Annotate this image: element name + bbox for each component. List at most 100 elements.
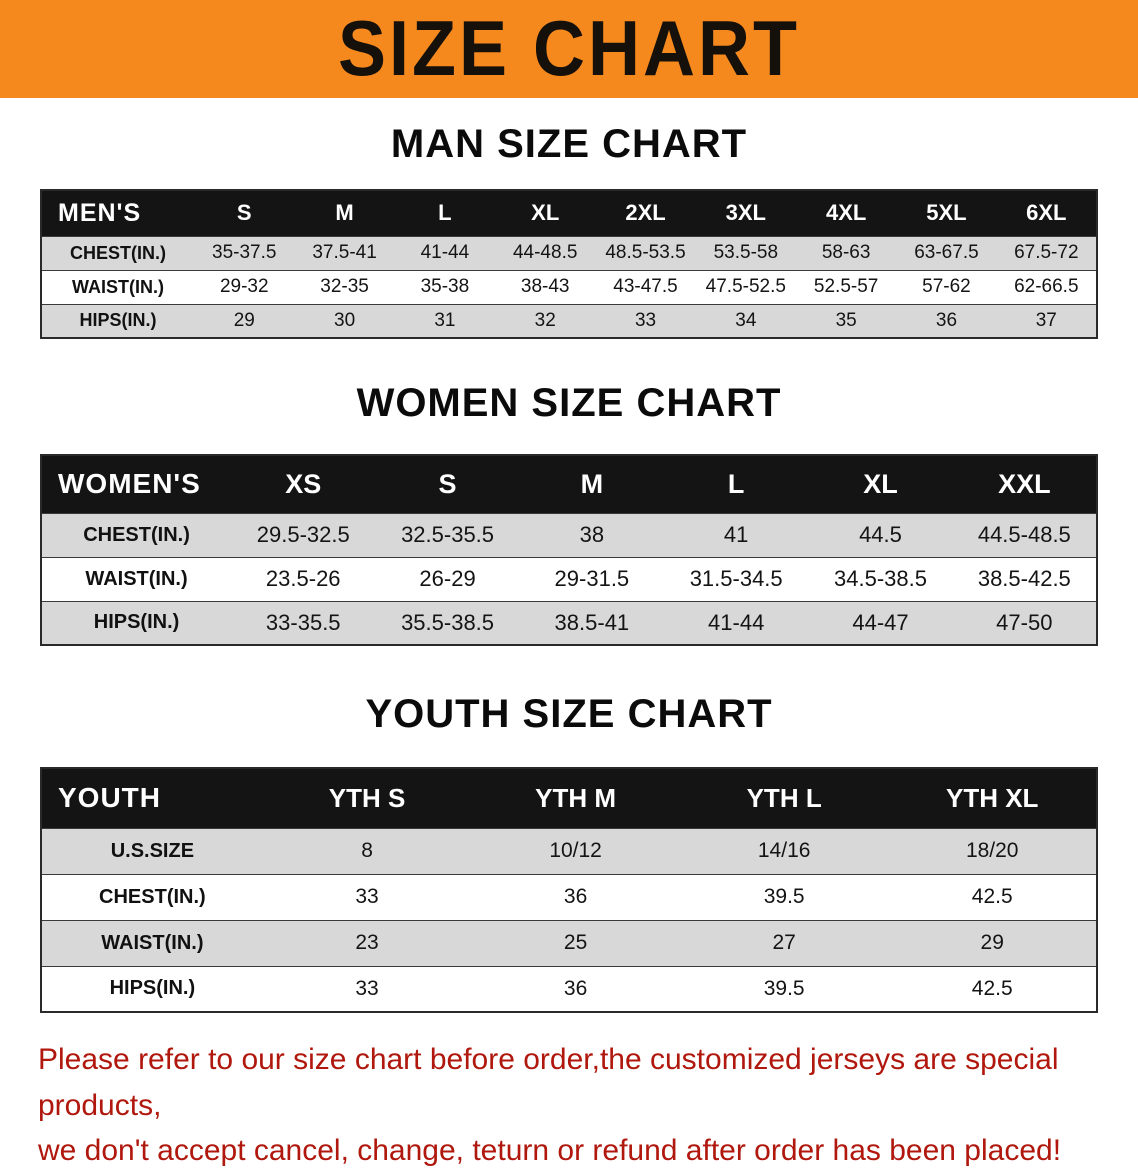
size-value-cell: 29-31.5 xyxy=(554,566,630,591)
size-value-cell: 41-44 xyxy=(420,242,470,263)
row-label: U.S.SIZE xyxy=(110,839,195,862)
youth-size-table: YOUTH YTH S YTH M YTH L YTH XL U.S.SIZE 8 10/1… xyxy=(40,767,1098,1013)
size-column-header: 4XL xyxy=(825,200,867,226)
size-value-cell: 47.5-52.5 xyxy=(705,276,786,297)
banner: SIZE CHART xyxy=(0,0,1138,98)
size-value-cell: 32 xyxy=(534,309,556,331)
size-column-header: M xyxy=(335,200,354,226)
size-value-cell: 32-35 xyxy=(320,276,369,297)
disclaimer-line-1: Please refer to our size chart before or… xyxy=(38,1043,1059,1122)
size-value-cell: 44.5 xyxy=(859,522,902,547)
row-label: CHEST(IN.) xyxy=(70,242,167,263)
measurement-row: WAIST(IN.) 29-32 32-35 35-38 38-43 43-47.5 47.… xyxy=(41,270,1097,304)
size-column-header: L xyxy=(438,200,452,226)
row-label: HIPS(IN.) xyxy=(79,310,157,331)
size-value-cell: 38.5-42.5 xyxy=(977,566,1071,591)
size-value-cell: 63-67.5 xyxy=(914,242,979,263)
size-column-header: XS xyxy=(285,468,322,499)
disclaimer-line-2: we don't accept cancel, change, teturn o… xyxy=(38,1134,1062,1168)
youth-size-chart-section: YOUTH SIZE CHART YOUTH YTH S YTH M YTH L YTH… xyxy=(0,692,1138,1013)
men-size-table: MEN'S S M L XL 2XL 3XL 4XL 5XL 6XL CHEST(IN.) 35-3… xyxy=(40,189,1098,339)
size-column-header: YTH L xyxy=(746,782,822,813)
row-label: WAIST(IN.) xyxy=(85,567,188,590)
size-value-cell: 31 xyxy=(434,309,456,331)
size-value-cell: 38-43 xyxy=(520,276,570,297)
disclaimer: Please refer to our size chart before or… xyxy=(38,1037,1100,1174)
youth-section-title: YOUTH SIZE CHART xyxy=(365,692,773,736)
table-corner-label: WOMEN'S xyxy=(58,468,201,500)
measurement-row: WAIST(IN.) 23 25 27 29 xyxy=(41,920,1097,966)
size-value-cell: 42.5 xyxy=(971,976,1013,1000)
size-column-header: 2XL xyxy=(625,200,666,226)
women-header-row: WOMEN'S XS S M L XL XXL xyxy=(41,455,1097,513)
size-value-cell: 39.5 xyxy=(763,976,805,1000)
banner-title: SIZE CHART xyxy=(338,5,800,93)
table-corner-label: YOUTH xyxy=(58,782,161,814)
size-value-cell: 27 xyxy=(772,931,796,954)
size-value-cell: 36 xyxy=(563,976,588,1000)
size-value-cell: 37 xyxy=(1035,309,1057,331)
size-value-cell: 57-62 xyxy=(922,276,971,297)
size-value-cell: 38 xyxy=(579,522,605,547)
row-label: HIPS(IN.) xyxy=(93,611,180,634)
size-value-cell: 33-35.5 xyxy=(265,609,341,635)
size-value-cell: 41 xyxy=(723,522,749,547)
size-value-cell: 30 xyxy=(334,309,356,331)
size-column-header: YTH M xyxy=(535,782,617,813)
size-value-cell: 44-47 xyxy=(852,609,909,635)
size-value-cell: 41-44 xyxy=(708,609,765,635)
size-value-cell: 53.5-58 xyxy=(713,242,779,263)
row-label: CHEST(IN.) xyxy=(83,523,190,546)
size-value-cell: 35.5-38.5 xyxy=(401,609,495,635)
size-value-cell: 33 xyxy=(355,976,379,1000)
men-header-row: MEN'S S M L XL 2XL 3XL 4XL 5XL 6XL xyxy=(41,190,1097,236)
size-value-cell: 36 xyxy=(935,309,958,331)
row-label: HIPS(IN.) xyxy=(109,977,196,1000)
size-value-cell: 43-47.5 xyxy=(613,276,678,297)
size-value-cell: 62-66.5 xyxy=(1014,276,1079,297)
row-label: WAIST(IN.) xyxy=(72,276,165,297)
size-column-header: 6XL xyxy=(1026,200,1067,226)
row-label: WAIST(IN.) xyxy=(101,931,204,954)
measurement-row: HIPS(IN.) 33-35.5 35.5-38.5 38.5-41 41-44 44-… xyxy=(41,601,1097,645)
size-value-cell: 44-48.5 xyxy=(512,242,578,263)
size-value-cell: 42.5 xyxy=(971,885,1013,908)
measurement-row: U.S.SIZE 8 10/12 14/16 18/20 xyxy=(41,828,1097,874)
size-column-header: YTH S xyxy=(328,782,406,813)
measurement-row: HIPS(IN.) 29 30 31 32 33 34 35 36 37 xyxy=(41,304,1097,338)
size-value-cell: 18/20 xyxy=(965,839,1019,862)
measurement-row: WAIST(IN.) 23.5-26 26-29 29-31.5 31.5-34.5 34… xyxy=(41,557,1097,601)
size-value-cell: 31.5-34.5 xyxy=(689,566,783,591)
size-column-header: S xyxy=(236,200,252,226)
size-value-cell: 37.5-41 xyxy=(312,242,377,263)
size-value-cell: 14/16 xyxy=(757,839,811,862)
men-size-chart-section: MAN SIZE CHART MEN'S S M L XL 2XL 3XL 4XL 5XL 6XL… xyxy=(0,122,1138,339)
size-value-cell: 52.5-57 xyxy=(813,276,879,297)
women-size-chart-section: WOMEN SIZE CHART WOMEN'S XS S M L XL XXL CHEST… xyxy=(0,381,1138,646)
size-value-cell: 38.5-41 xyxy=(554,609,630,635)
women-size-table: WOMEN'S XS S M L XL XXL CHEST(IN.) 29.5-32.5 32.… xyxy=(40,454,1098,646)
size-value-cell: 67.5-72 xyxy=(1014,242,1079,263)
size-value-cell: 58-63 xyxy=(821,242,871,263)
size-value-cell: 34 xyxy=(735,309,757,331)
row-label: CHEST(IN.) xyxy=(99,885,206,908)
size-column-header: 5XL xyxy=(926,200,967,226)
size-value-cell: 32.5-35.5 xyxy=(401,522,495,547)
size-value-cell: 36 xyxy=(563,885,588,908)
women-section-title: WOMEN SIZE CHART xyxy=(356,381,782,425)
size-column-header: XL xyxy=(863,468,898,499)
size-value-cell: 29 xyxy=(233,309,255,331)
size-column-header: M xyxy=(580,468,604,499)
size-value-cell: 33 xyxy=(355,885,379,908)
size-column-header: YTH XL xyxy=(945,782,1039,813)
size-value-cell: 39.5 xyxy=(763,885,805,908)
size-value-cell: 34.5-38.5 xyxy=(834,566,927,591)
measurement-row: CHEST(IN.) 29.5-32.5 32.5-35.5 38 41 44.5 44.5… xyxy=(41,513,1097,557)
size-value-cell: 33 xyxy=(634,309,657,331)
size-value-cell: 48.5-53.5 xyxy=(605,242,686,263)
size-value-cell: 29.5-32.5 xyxy=(256,522,350,547)
size-value-cell: 35 xyxy=(835,309,857,331)
size-value-cell: 35-38 xyxy=(420,276,470,297)
measurement-row: HIPS(IN.) 33 36 39.5 42.5 xyxy=(41,966,1097,1012)
